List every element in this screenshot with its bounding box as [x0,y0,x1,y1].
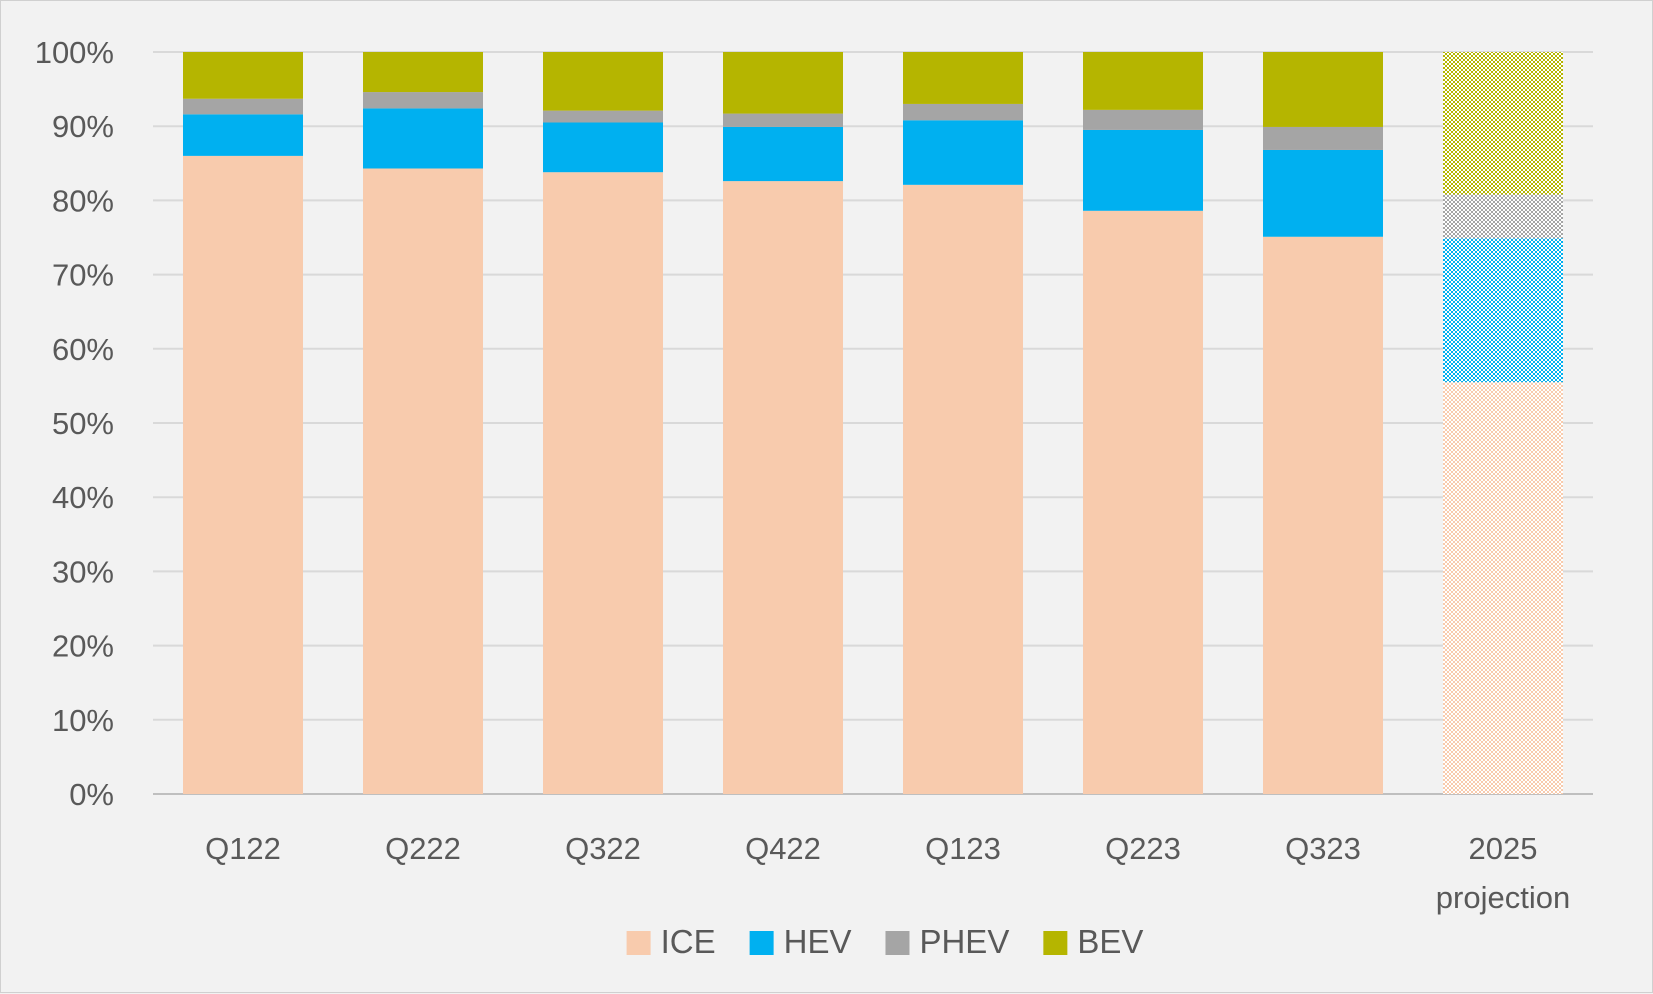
x-axis-ticks: Q122 Q222 Q322 Q422 Q123 Q223 Q323 2025 projecti… [205,831,1570,915]
bar-hev-q422 [723,126,843,182]
y-tick-label: 30% [52,554,114,589]
bar-hev-q322 [543,122,663,173]
y-tick-label: 50% [52,406,114,441]
bar-ice-q422 [723,181,843,794]
y-tick-label: 100% [35,35,114,70]
bars [183,52,1563,795]
legend-swatch-bev [1043,931,1068,955]
x-tick-label: Q222 [385,831,461,866]
bar-hev-2025-projection [1443,238,1563,383]
bar-phev-2025-projection [1443,194,1563,239]
bar-bev-q323 [1263,52,1383,127]
bar-ice-q123 [903,184,1023,794]
legend-label-phev: PHEV [919,923,1009,960]
y-tick-label: 70% [52,258,114,293]
legend: ICE HEV PHEV BEV [626,923,1143,960]
y-tick-label: 40% [52,480,114,515]
bar-ice-2025-projection [1443,382,1563,794]
legend-label-hev: HEV [784,923,852,960]
y-tick-label: 10% [52,703,114,738]
y-axis-ticks: 0% 10% 20% 30% 40% 50% 60% 70% 80% 90% 100% [35,35,114,812]
x-tick-label: Q322 [565,831,641,866]
bar-phev-q422 [723,113,843,127]
bar-phev-q123 [903,103,1023,121]
bar-bev-q422 [723,52,843,114]
bar-hev-q222 [363,108,483,169]
bar-phev-q322 [543,110,663,123]
bar-ice-q322 [543,172,663,795]
x-tick-label: Q323 [1285,831,1361,866]
bar-hev-q323 [1263,149,1383,237]
legend-swatch-hev [749,931,774,955]
y-tick-label: 90% [52,109,114,144]
x-tick-label: Q122 [205,831,281,866]
y-tick-label: 20% [52,629,114,664]
bar-bev-2025-projection [1443,52,1563,195]
bar-hev-q223 [1083,129,1203,211]
bar-bev-q322 [543,52,663,111]
bar-bev-q123 [903,52,1023,104]
bar-hev-q123 [903,120,1023,185]
bar-ice-q223 [1083,210,1203,795]
y-tick-label: 80% [52,183,114,218]
bar-phev-q223 [1083,109,1203,130]
legend-swatch-phev [885,931,910,955]
bar-ice-q122 [183,155,303,794]
bar-bev-q223 [1083,52,1203,110]
legend-label-ice: ICE [661,923,716,960]
x-tick-label: Q422 [745,831,821,866]
bar-bev-q122 [183,52,303,99]
y-tick-label: 60% [52,332,114,367]
legend-swatch-ice [626,931,651,955]
bar-phev-q122 [183,98,303,115]
y-tick-label: 0% [69,777,114,812]
bar-bev-q222 [363,52,483,93]
bar-ice-q222 [363,168,483,794]
x-tick-label: Q223 [1105,831,1181,866]
x-tick-label: 2025 projection [1436,831,1570,915]
bar-phev-q323 [1263,126,1383,150]
bar-hev-q122 [183,114,303,156]
legend-label-bev: BEV [1077,923,1143,960]
x-tick-label: Q123 [925,831,1001,866]
bar-ice-q323 [1263,236,1383,794]
bar-phev-q222 [363,92,483,109]
